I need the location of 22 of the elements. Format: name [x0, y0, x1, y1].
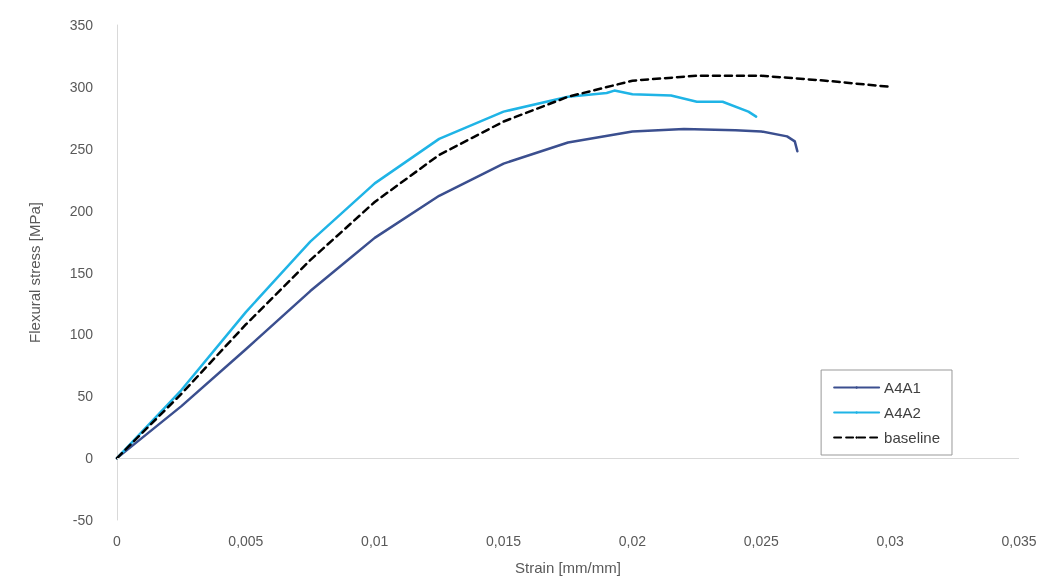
- y-tick-label: 150: [69, 264, 94, 281]
- x-tick-label: 0,005: [228, 533, 264, 549]
- x-axis-title: Strain [mm/mm]: [515, 559, 621, 576]
- legend-label: A4A2: [884, 404, 921, 421]
- legend-label: baseline: [884, 429, 941, 446]
- y-tick-label: 50: [77, 388, 94, 405]
- y-tick-label: 200: [69, 202, 94, 219]
- x-tick-label: 0,035: [1001, 533, 1037, 549]
- x-tick-label: 0,025: [743, 533, 780, 549]
- y-axis-title: Flexural stress [MPa]: [26, 202, 43, 343]
- y-tick-label: 100: [69, 326, 94, 343]
- x-tick-label: 0,02: [618, 533, 647, 549]
- x-tick-label: 0,01: [361, 533, 389, 549]
- y-tick-label: 300: [69, 78, 94, 95]
- y-tick-label: 0: [85, 450, 94, 467]
- y-tick-label: 250: [69, 140, 94, 157]
- x-tick-label: 0: [113, 533, 122, 549]
- y-tick-label: 350: [69, 17, 94, 33]
- x-tick-label: 0,03: [876, 533, 904, 549]
- legend-label: A4A1: [884, 379, 921, 396]
- x-tick-label: 0,015: [486, 533, 522, 549]
- y-tick-label: -50: [72, 512, 94, 528]
